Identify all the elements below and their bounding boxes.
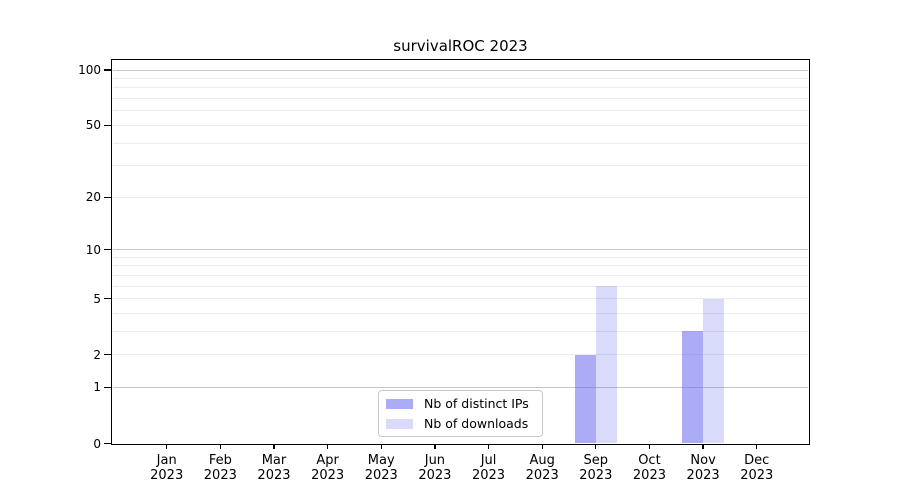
x-axis-tick bbox=[434, 444, 436, 449]
x-tick-label: Apr 2023 bbox=[311, 453, 345, 483]
x-axis-tick bbox=[487, 444, 490, 449]
legend-label-downloads: Nb of downloads bbox=[424, 415, 529, 431]
y-axis-tick bbox=[104, 196, 111, 198]
legend-entry-distinct-ips: Nb of distinct IPs bbox=[379, 396, 542, 412]
gridline-minor bbox=[113, 330, 808, 332]
gridline-minor bbox=[113, 196, 808, 198]
y-tick-label: 5 bbox=[93, 291, 101, 306]
y-tick-label: 10 bbox=[85, 242, 101, 257]
legend: Nb of distinct IPs Nb of downloads bbox=[378, 390, 543, 437]
x-tick-label: Jul 2023 bbox=[471, 453, 506, 483]
gridline-minor bbox=[113, 265, 808, 267]
x-axis-tick bbox=[273, 444, 275, 449]
gridline-minor bbox=[113, 256, 808, 258]
gridline-major bbox=[113, 69, 808, 71]
x-tick-label: Jan 2023 bbox=[150, 453, 184, 483]
gridline-minor bbox=[113, 142, 808, 144]
x-axis-tick bbox=[166, 444, 168, 449]
gridline-minor bbox=[113, 165, 808, 167]
y-axis-tick bbox=[104, 248, 111, 251]
x-axis-tick bbox=[702, 444, 704, 449]
gridline-minor bbox=[113, 312, 808, 314]
gridline-minor bbox=[113, 78, 808, 80]
legend-label-distinct-ips: Nb of distinct IPs bbox=[424, 395, 529, 411]
gridline-minor bbox=[113, 298, 808, 300]
gridline-minor bbox=[113, 98, 808, 100]
y-axis-tick bbox=[104, 297, 111, 300]
gridline-major bbox=[113, 249, 808, 250]
gridline-minor bbox=[113, 110, 808, 112]
x-tick-label: Dec 2023 bbox=[740, 453, 774, 483]
legend-swatch-downloads-icon bbox=[386, 418, 413, 429]
gridline-minor bbox=[113, 124, 808, 126]
x-tick-label: Sep 2023 bbox=[579, 453, 613, 483]
x-tick-label: Aug 2023 bbox=[525, 453, 559, 483]
gridline-minor bbox=[113, 274, 808, 276]
y-tick-label: 20 bbox=[85, 190, 101, 205]
x-axis-tick bbox=[326, 444, 329, 449]
y-axis-tick bbox=[104, 386, 111, 389]
x-tick-label: May 2023 bbox=[364, 453, 398, 483]
y-tick-label: 1 bbox=[93, 380, 101, 395]
x-tick-label: Nov 2023 bbox=[686, 453, 720, 483]
x-axis-tick bbox=[380, 444, 382, 449]
x-axis-tick bbox=[541, 444, 543, 449]
y-axis-tick bbox=[104, 69, 111, 71]
gridline-major bbox=[113, 386, 808, 388]
legend-entry-downloads: Nb of downloads bbox=[379, 416, 542, 432]
bar-downloads-sep-2023 bbox=[595, 286, 617, 444]
gridline-minor bbox=[113, 87, 808, 89]
y-axis-tick bbox=[104, 353, 111, 356]
chart-title: survivalROC 2023 bbox=[393, 37, 528, 55]
bar-distinct-ips-nov-2023 bbox=[682, 331, 704, 444]
x-axis-tick bbox=[595, 444, 597, 449]
x-tick-label: Oct 2023 bbox=[632, 453, 666, 483]
y-tick-label: 0 bbox=[93, 436, 101, 451]
x-tick-label: Jun 2023 bbox=[418, 453, 452, 483]
bar-downloads-nov-2023 bbox=[703, 298, 725, 444]
bar-distinct-ips-sep-2023 bbox=[574, 354, 596, 444]
x-axis-tick bbox=[756, 444, 758, 449]
x-tick-label: Feb 2023 bbox=[203, 453, 237, 483]
x-axis-tick bbox=[648, 444, 651, 449]
legend-swatch-distinct-ips-icon bbox=[386, 398, 413, 409]
y-tick-label: 100 bbox=[78, 63, 101, 78]
y-tick-label: 50 bbox=[85, 118, 101, 133]
y-axis-tick bbox=[104, 124, 111, 127]
y-axis-tick bbox=[104, 442, 111, 445]
y-tick-label: 2 bbox=[93, 347, 101, 362]
gridline-minor bbox=[113, 285, 808, 287]
x-tick-label: Mar 2023 bbox=[257, 453, 291, 483]
gridline-minor bbox=[113, 354, 808, 356]
x-axis-tick bbox=[219, 444, 221, 449]
